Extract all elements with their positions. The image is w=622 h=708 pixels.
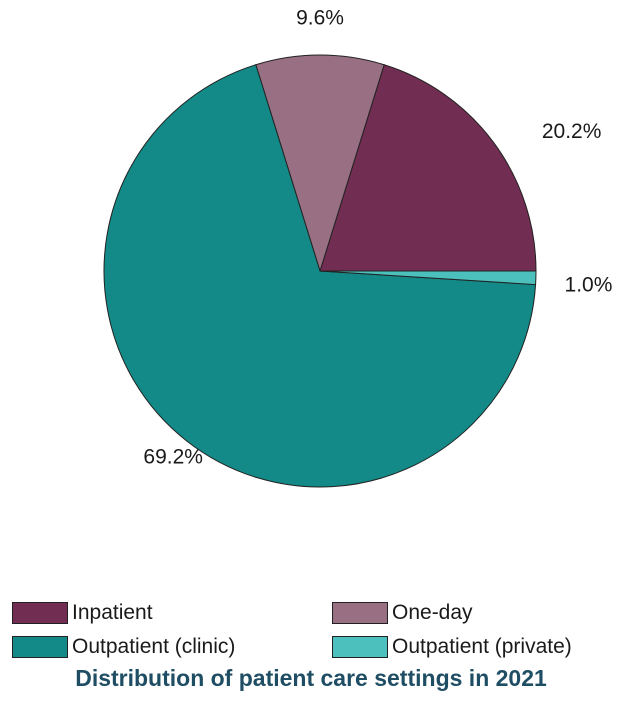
chart-title: Distribution of patient care settings in… xyxy=(75,665,547,691)
legend-swatch-outpatient-private xyxy=(332,636,388,658)
pie-slice-inpatient xyxy=(319,64,537,272)
pie-slice-outpatient-clinic xyxy=(103,64,537,488)
legend-item-inpatient: Inpatient xyxy=(12,600,153,626)
legend-item-one-day: One-day xyxy=(332,600,473,626)
legend-swatch-outpatient-clinic xyxy=(12,636,68,658)
legend-label-outpatient-clinic: Outpatient (clinic) xyxy=(72,635,236,658)
pie-data-labels: 20.2% 9.6% 69.2% 1.0% xyxy=(143,6,612,468)
data-label-outpatient-clinic: 69.2% xyxy=(143,445,203,468)
legend-item-outpatient-private: Outpatient (private) xyxy=(332,634,572,660)
legend-label-one-day: One-day xyxy=(392,601,473,624)
pie-slice-one-day xyxy=(255,54,385,273)
data-label-one-day: 9.6% xyxy=(296,6,344,29)
legend-swatch-inpatient xyxy=(12,602,68,624)
data-label-outpatient-private: 1.0% xyxy=(565,274,613,297)
legend-label-inpatient: Inpatient xyxy=(72,601,153,624)
pie-slice-outpatient-private xyxy=(319,270,537,286)
legend-swatch-one-day xyxy=(332,602,388,624)
legend-label-outpatient-private: Outpatient (private) xyxy=(392,635,572,658)
data-label-inpatient: 20.2% xyxy=(542,120,602,143)
pie-slices xyxy=(103,54,537,488)
pie-chart: 20.2% 9.6% 69.2% 1.0% xyxy=(103,6,612,488)
legend-item-outpatient-clinic: Outpatient (clinic) xyxy=(12,634,235,660)
